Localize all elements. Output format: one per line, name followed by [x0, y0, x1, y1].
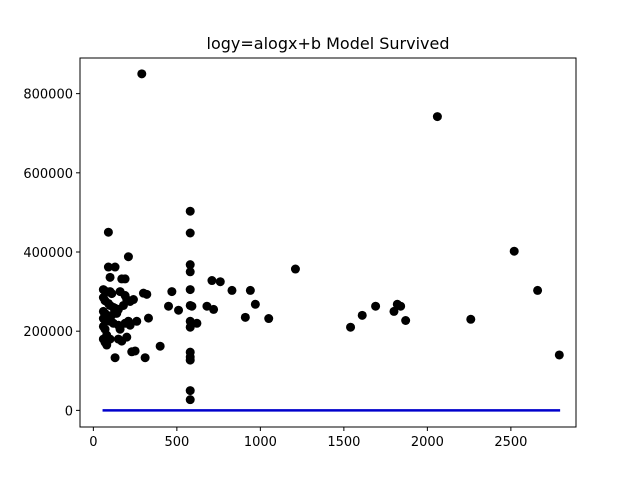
- data-point: [227, 285, 237, 295]
- data-point: [192, 318, 202, 328]
- data-point: [130, 346, 140, 356]
- data-point: [107, 289, 117, 299]
- y-tick-label: 800000: [23, 88, 73, 103]
- data-point: [167, 287, 177, 297]
- data-point: [185, 206, 195, 216]
- data-point: [554, 350, 564, 360]
- data-point: [164, 301, 174, 311]
- data-point: [155, 341, 165, 351]
- data-point: [102, 340, 112, 350]
- data-point: [103, 227, 113, 237]
- x-tick-label: 500: [164, 435, 189, 450]
- y-tick-label: 200000: [23, 325, 73, 340]
- data-point: [185, 285, 195, 295]
- data-point: [250, 299, 260, 309]
- data-point: [120, 274, 130, 284]
- data-point: [128, 295, 138, 305]
- x-tick-label: 1500: [327, 435, 360, 450]
- data-point: [396, 301, 406, 311]
- data-point: [401, 315, 411, 325]
- data-point: [185, 228, 195, 238]
- data-point: [432, 112, 442, 122]
- x-axis-ticks: 0 500 1000 1500 2000 2500: [89, 427, 527, 450]
- data-point: [346, 322, 356, 332]
- data-point: [185, 395, 195, 405]
- data-point: [290, 264, 300, 274]
- data-point: [105, 272, 115, 282]
- data-point: [264, 314, 274, 324]
- x-tick-label: 0: [89, 435, 97, 450]
- data-point: [110, 262, 120, 272]
- data-point: [185, 267, 195, 277]
- y-tick-label: 600000: [23, 167, 73, 182]
- data-point: [123, 252, 133, 262]
- x-tick-label: 1000: [244, 435, 277, 450]
- x-tick-label: 2000: [411, 435, 444, 450]
- data-point: [112, 308, 122, 318]
- data-point: [132, 316, 142, 326]
- data-point: [389, 306, 399, 316]
- data-point: [187, 301, 197, 311]
- data-point: [142, 289, 152, 299]
- data-point: [185, 386, 195, 396]
- data-point: [215, 277, 225, 287]
- data-point: [185, 260, 195, 270]
- plot-area-frame: [79, 57, 577, 428]
- y-tick-label: 0: [65, 404, 73, 419]
- x-tick-label: 2500: [494, 435, 527, 450]
- data-point: [174, 305, 184, 315]
- data-point: [140, 353, 150, 363]
- data-points-layer: [98, 69, 564, 405]
- data-point: [103, 262, 113, 272]
- chart-title: logy=alogx+b Model Survived: [207, 34, 450, 53]
- data-point: [533, 285, 543, 295]
- data-point: [245, 285, 255, 295]
- data-point: [125, 320, 135, 330]
- data-point: [118, 300, 128, 310]
- data-point: [185, 322, 195, 332]
- data-point: [357, 310, 367, 320]
- data-point: [110, 353, 120, 363]
- data-point: [185, 355, 195, 365]
- data-point: [240, 312, 250, 322]
- y-axis-ticks: 0 200000 400000 600000 800000: [23, 88, 80, 419]
- data-point: [122, 332, 132, 342]
- data-point: [509, 246, 519, 256]
- data-point: [115, 324, 125, 334]
- data-point: [202, 301, 212, 311]
- data-point: [143, 313, 153, 323]
- data-point: [466, 314, 476, 324]
- y-tick-label: 400000: [23, 246, 73, 261]
- data-point: [137, 69, 147, 79]
- data-point: [207, 276, 217, 286]
- data-point: [209, 304, 219, 314]
- data-point: [371, 301, 381, 311]
